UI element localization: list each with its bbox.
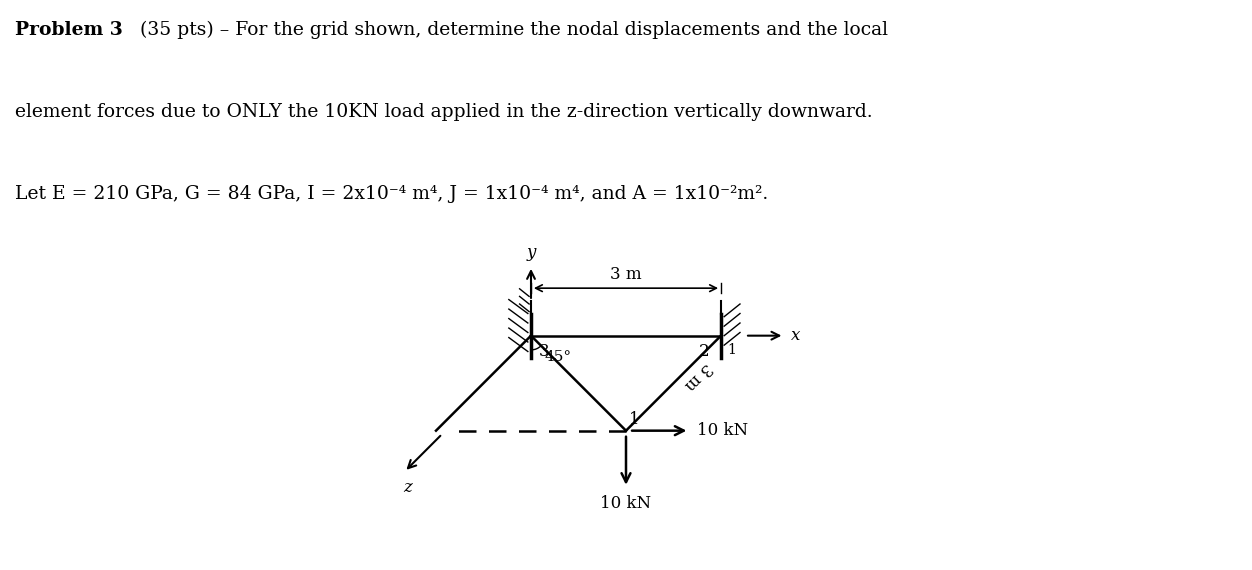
Text: (35 pts) – For the grid shown, determine the nodal displacements and the local: (35 pts) – For the grid shown, determine… [134,21,888,39]
Text: z: z [403,479,412,496]
Text: x: x [791,327,800,344]
Text: 3 m: 3 m [680,360,715,394]
Text: y: y [526,244,536,261]
Text: 1: 1 [727,343,736,357]
Text: Let E = 210 GPa, G = 84 GPa, I = 2x10⁻⁴ m⁴, J = 1x10⁻⁴ m⁴, and A = 1x10⁻²m².: Let E = 210 GPa, G = 84 GPa, I = 2x10⁻⁴ … [15,185,769,203]
Text: 10 kN: 10 kN [697,422,747,439]
Text: 45°: 45° [545,349,572,364]
Text: 3: 3 [538,343,550,360]
Text: element forces due to ONLY the 10KN load applied in the z-direction vertically d: element forces due to ONLY the 10KN load… [15,103,873,121]
Text: 1: 1 [630,410,640,428]
Text: 10 kN: 10 kN [601,495,651,512]
Text: 3 m: 3 m [610,266,642,283]
Text: 2: 2 [699,343,710,360]
Text: Problem 3: Problem 3 [15,21,123,39]
